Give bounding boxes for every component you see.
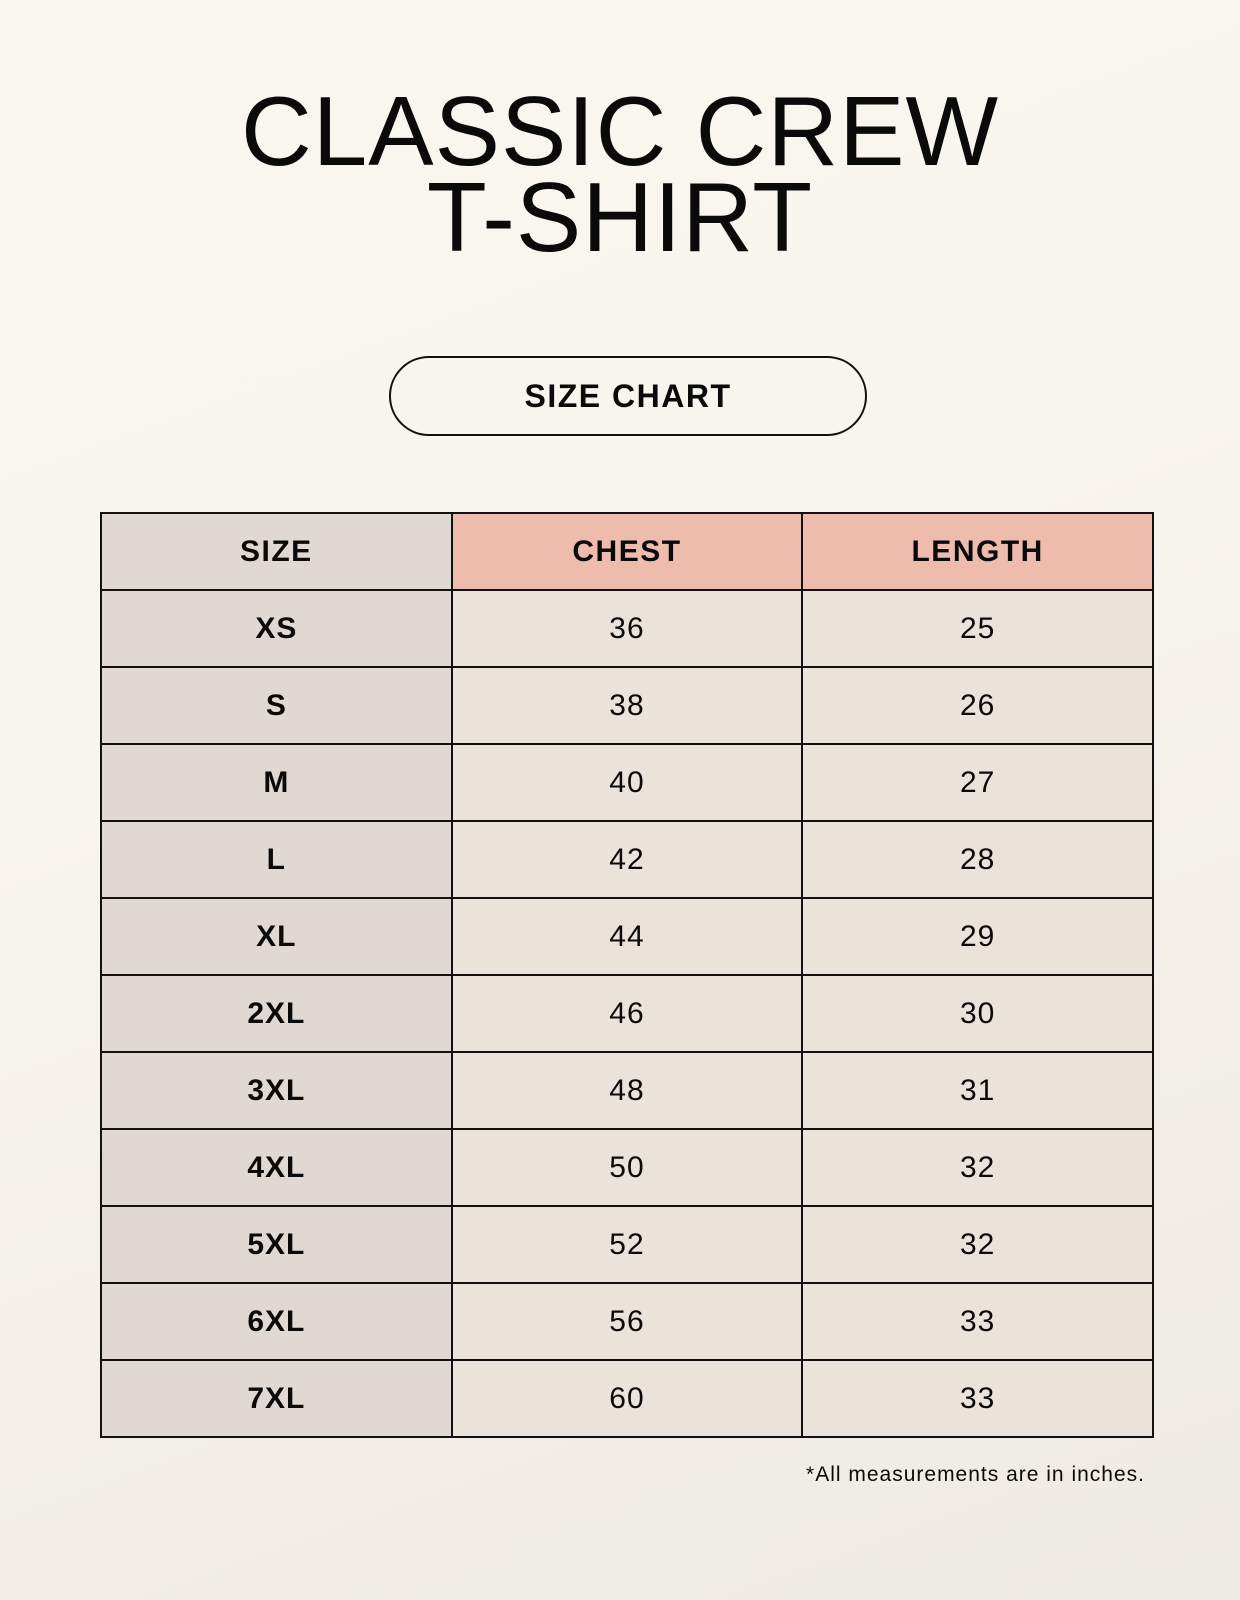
size-table: SIZE CHEST LENGTH XS 36 25 S 38 26 M 40 27 L 42 28 X… [100,512,1154,1438]
chest-cell: 36 [450,589,804,668]
length-cell: 27 [801,743,1154,822]
length-cell: 33 [801,1282,1154,1361]
chest-cell: 56 [450,1282,804,1361]
title-line-2: T-SHIRT [426,162,814,272]
size-cell: XS [100,589,453,668]
size-cell: L [100,820,453,899]
table-row: 6XL 56 33 [100,1282,1154,1361]
length-cell: 26 [801,666,1154,745]
length-cell: 30 [801,974,1154,1053]
size-cell: 5XL [100,1205,453,1284]
title-line-1: CLASSIC CREW [240,76,999,186]
size-cell: XL [100,897,453,976]
size-cell: 3XL [100,1051,453,1130]
table-row: 2XL 46 30 [100,974,1154,1053]
table-header-row: SIZE CHEST LENGTH [100,512,1154,591]
page-title: CLASSIC CREW T-SHIRT [0,76,1240,272]
table-row: M 40 27 [100,743,1154,822]
header-chest: CHEST [450,512,804,591]
header-length: LENGTH [801,512,1154,591]
length-cell: 28 [801,820,1154,899]
chest-cell: 48 [450,1051,804,1130]
chest-cell: 60 [450,1359,804,1438]
size-cell: 7XL [100,1359,453,1438]
length-cell: 25 [801,589,1154,668]
table-row: 3XL 48 31 [100,1051,1154,1130]
size-cell: 4XL [100,1128,453,1207]
table-row: 5XL 52 32 [100,1205,1154,1284]
table-row: L 42 28 [100,820,1154,899]
table-row: S 38 26 [100,666,1154,745]
chest-cell: 44 [450,897,804,976]
table-row: 7XL 60 33 [100,1359,1154,1438]
table-row: 4XL 50 32 [100,1128,1154,1207]
chest-cell: 52 [450,1205,804,1284]
length-cell: 32 [801,1205,1154,1284]
size-cell: 6XL [100,1282,453,1361]
chest-cell: 46 [450,974,804,1053]
chest-cell: 40 [450,743,804,822]
table-row: XS 36 25 [100,589,1154,668]
chest-cell: 42 [450,820,804,899]
size-chart-badge: SIZE CHART [389,356,867,436]
size-cell: 2XL [100,974,453,1053]
length-cell: 29 [801,897,1154,976]
length-cell: 33 [801,1359,1154,1438]
length-cell: 31 [801,1051,1154,1130]
chest-cell: 38 [450,666,804,745]
length-cell: 32 [801,1128,1154,1207]
size-cell: S [100,666,453,745]
footnote: *All measurements are in inches. [806,1463,1145,1486]
header-size: SIZE [100,512,453,591]
table-row: XL 44 29 [100,897,1154,976]
chest-cell: 50 [450,1128,804,1207]
size-cell: M [100,743,453,822]
